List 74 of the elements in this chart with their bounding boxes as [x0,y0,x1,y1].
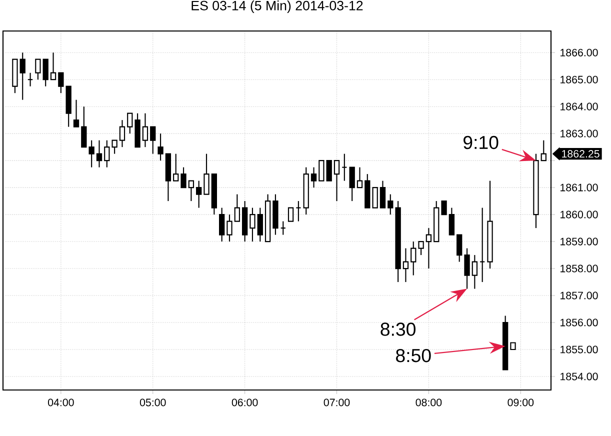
candlestick [96,140,102,168]
candlestick [310,166,317,188]
candlestick [50,52,56,80]
candlestick [104,140,110,168]
x-tick-label: 06:00 [232,398,258,406]
candlestick [472,254,478,290]
y-tick-label: 1856.00 [560,318,598,326]
candlestick [158,133,164,162]
candlestick [349,166,355,202]
candlestick [119,120,126,148]
candlestick [402,248,409,283]
candlestick [20,52,26,100]
candlestick [250,207,256,242]
candlestick [372,187,378,208]
y-tick-label: 1858.00 [560,264,598,272]
x-tick-label: 08:00 [416,398,442,406]
y-tick-label: 1865.00 [560,76,598,84]
candlestick [127,112,133,134]
x-tick-label: 07:00 [324,398,350,406]
candlestick [81,106,87,148]
y-tick-label: 1860.00 [560,210,598,218]
candlestick [73,99,80,128]
candlestick [540,140,546,162]
candlestick [27,72,34,87]
text: 1862.25 [562,150,600,158]
y-tick-label: 1854.00 [560,372,598,380]
candlestick [58,72,64,94]
y-tick-label: 1859.00 [560,238,598,246]
candlestick [226,214,232,242]
candlestick [334,160,340,202]
candlestick [173,153,179,182]
y-tick-label: 1863.00 [560,130,598,138]
annotation: 8:50 [396,348,431,362]
x-tick-label: 09:00 [508,398,534,406]
x-tick-label: 05:00 [140,398,166,406]
candlestick [456,234,462,262]
candlestick [204,153,210,195]
annotation: 9:10 [464,136,498,150]
candlestick [418,241,424,256]
annotation: 8:30 [380,322,416,336]
candlestick [196,180,202,208]
candlestick [448,207,455,236]
candlestick [234,194,240,222]
candlestick [480,207,486,283]
y-tick-label: 1866.00 [560,48,598,56]
candlestick [280,220,286,236]
candlestick [342,153,348,182]
candlestick [180,166,186,188]
candlestick [219,207,225,242]
candlestick [296,200,302,222]
candlestick [112,140,118,154]
candlestick [380,180,386,208]
candlestick [188,180,194,202]
candlestick [35,58,41,80]
candlestick [142,112,148,148]
y-tick-label: 1857.00 [560,292,598,300]
x-tick-label: 04:00 [48,398,74,406]
candlestick [42,58,48,87]
candlestick [326,160,332,182]
candlestick [388,194,394,216]
candlestick [288,207,294,222]
candlestick [150,126,156,154]
candlestick [441,200,447,216]
candlestick [88,140,94,168]
candlestick [426,228,432,270]
candlestick [257,207,263,242]
y-tick-label: 1855.00 [560,346,598,354]
candlestick [410,241,416,276]
y-tick-label: 1864.00 [560,102,598,110]
candlestick [464,248,470,290]
candlestick [318,160,324,182]
y-tick-label: 1861.00 [560,184,598,192]
candlestick [356,166,363,188]
chart-title: ES 03-14 (5 Min) 2014-03-12 [192,0,363,13]
